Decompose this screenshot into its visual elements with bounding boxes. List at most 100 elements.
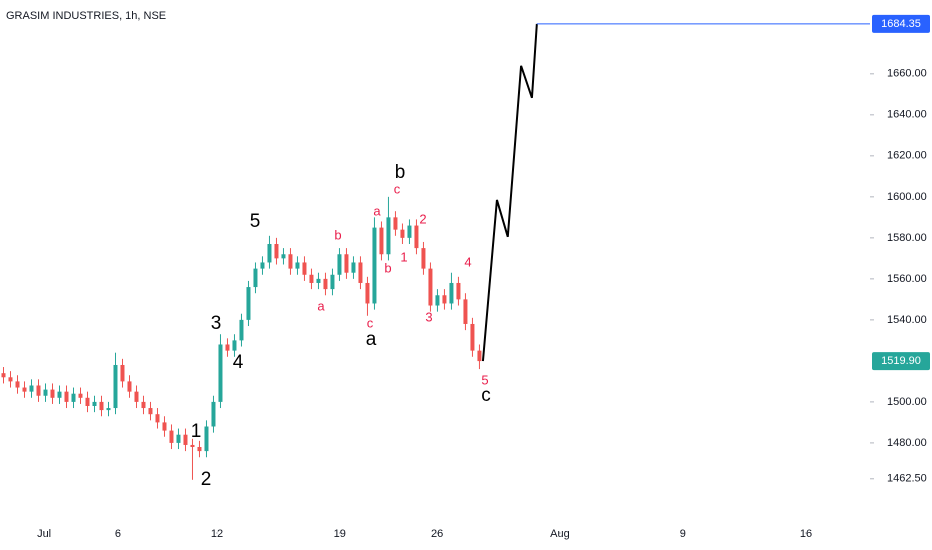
candle-body bbox=[64, 391, 69, 402]
candle-body bbox=[456, 282, 461, 300]
y-tick-label: 1620.00 bbox=[887, 150, 927, 162]
candle-body bbox=[162, 422, 167, 431]
wave-label: a bbox=[366, 329, 377, 350]
price-tag bbox=[872, 352, 930, 371]
candle-body bbox=[8, 377, 13, 382]
candle-body bbox=[43, 389, 48, 396]
candle-body bbox=[295, 262, 300, 269]
candle-body bbox=[358, 262, 363, 283]
x-tick-label: Jul bbox=[37, 528, 51, 540]
wave-label: b bbox=[384, 260, 391, 275]
candle-body bbox=[50, 389, 55, 398]
candle-body bbox=[274, 244, 279, 259]
candle-body bbox=[330, 274, 335, 290]
wave-label: 1 bbox=[400, 249, 407, 264]
y-tick-label: 1540.00 bbox=[887, 314, 927, 326]
candle-body bbox=[85, 397, 90, 406]
x-tick-label: 9 bbox=[680, 528, 686, 540]
wave-label: c bbox=[481, 385, 491, 406]
candle-body bbox=[176, 434, 181, 443]
wave-label: 2 bbox=[419, 211, 426, 226]
candle-body bbox=[302, 262, 307, 275]
candle-body bbox=[127, 381, 132, 392]
wave-label: a bbox=[373, 203, 381, 218]
candle-body bbox=[36, 385, 41, 396]
candle-body bbox=[190, 444, 195, 448]
candle-body bbox=[183, 434, 188, 445]
candle-body bbox=[134, 391, 139, 402]
wave-label: c bbox=[394, 181, 401, 196]
candle-body bbox=[204, 426, 209, 452]
candle-body bbox=[372, 227, 377, 304]
candle-body bbox=[428, 268, 433, 306]
wave-label: 3 bbox=[425, 309, 432, 324]
candle-body bbox=[393, 217, 398, 230]
candle-body bbox=[225, 344, 230, 351]
candle-body bbox=[260, 262, 265, 269]
x-tick-label: 12 bbox=[211, 528, 223, 540]
price-tag-label: 1684.35 bbox=[881, 18, 921, 30]
candle-body bbox=[1, 373, 6, 378]
wave-label: c bbox=[367, 315, 374, 330]
candle-body bbox=[106, 408, 111, 411]
wave-label: 5 bbox=[250, 211, 261, 232]
candle-body bbox=[120, 364, 125, 382]
y-tick-label: 1640.00 bbox=[887, 109, 927, 121]
candle-body bbox=[323, 278, 328, 290]
wave-label: 4 bbox=[233, 352, 244, 373]
candle-body bbox=[71, 393, 76, 402]
x-tick-label: 16 bbox=[800, 528, 812, 540]
chart-title: GRASIM INDUSTRIES, 1h, NSE bbox=[6, 10, 166, 22]
candle-body bbox=[435, 295, 440, 306]
candle-body bbox=[407, 225, 412, 238]
candle-body bbox=[449, 282, 454, 304]
candle-body bbox=[400, 229, 405, 238]
candle-body bbox=[92, 401, 97, 406]
candle-body bbox=[309, 274, 314, 283]
candle-body bbox=[267, 244, 272, 263]
wave-label: b bbox=[395, 162, 406, 183]
y-tick-label: 1480.00 bbox=[887, 437, 927, 449]
candle-body bbox=[232, 340, 237, 351]
y-tick-label: 1600.00 bbox=[887, 191, 927, 203]
candle-body bbox=[15, 381, 20, 388]
candle-body bbox=[386, 217, 391, 255]
candle-body bbox=[470, 323, 475, 351]
candle-body bbox=[421, 248, 426, 269]
candle-body bbox=[463, 299, 468, 324]
candle-body bbox=[442, 295, 447, 304]
candle-body bbox=[281, 254, 286, 259]
candle-body bbox=[253, 268, 258, 288]
y-tick-label: 1580.00 bbox=[887, 232, 927, 244]
candle-body bbox=[29, 385, 34, 392]
y-tick-label: 1500.00 bbox=[887, 396, 927, 408]
candle-body bbox=[141, 401, 146, 409]
y-tick-label: 1660.00 bbox=[887, 68, 927, 80]
candle-body bbox=[78, 393, 83, 398]
price-tag-label: 1519.90 bbox=[881, 355, 921, 367]
candle-body bbox=[337, 254, 342, 275]
candle-body bbox=[169, 430, 174, 443]
wave-label: a bbox=[317, 298, 325, 313]
candle-body bbox=[316, 278, 321, 283]
wave-label: b bbox=[334, 227, 341, 242]
wave-label: 4 bbox=[464, 254, 471, 269]
y-tick-label: 1560.00 bbox=[887, 273, 927, 285]
candle-body bbox=[155, 414, 160, 423]
y-tick-label: 1462.50 bbox=[887, 473, 927, 485]
candle-body bbox=[239, 319, 244, 341]
x-tick-label: 6 bbox=[115, 528, 121, 540]
wave-label: 2 bbox=[201, 469, 212, 490]
wave-label: 5 bbox=[481, 372, 488, 387]
candle-body bbox=[288, 254, 293, 269]
candle-body bbox=[197, 447, 202, 452]
x-tick-label: 26 bbox=[431, 528, 443, 540]
x-tick-label: 19 bbox=[334, 528, 346, 540]
candle-body bbox=[477, 350, 482, 362]
candle-body bbox=[22, 387, 27, 392]
candle-body bbox=[211, 401, 216, 427]
price-tag bbox=[872, 14, 930, 33]
wave-label: 1 bbox=[191, 421, 202, 442]
